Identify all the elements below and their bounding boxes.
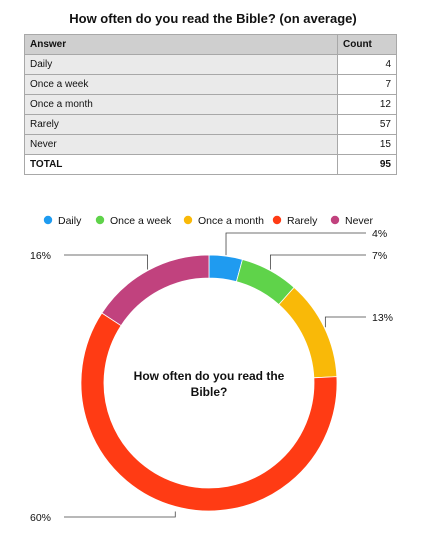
count-cell: 4	[337, 54, 397, 75]
donut-slices	[80, 254, 338, 512]
table-total-row: TOTAL 95	[24, 154, 397, 175]
legend-swatch-daily	[43, 215, 53, 225]
legend-swatch-never	[330, 215, 340, 225]
count-cell: 7	[337, 74, 397, 95]
slice-once-a-month	[278, 286, 338, 379]
total-count-cell: 95	[337, 154, 397, 175]
slice-rarely	[80, 312, 338, 512]
percent-label-once-a-month: 13%	[372, 312, 393, 324]
percent-label-never: 16%	[30, 250, 51, 262]
chart-legend: Daily Once a week Once a month Rarely Never	[43, 215, 374, 227]
legend-swatch-rarely	[272, 215, 282, 225]
table-row: Daily 4	[24, 54, 397, 75]
legend-swatch-once-a-month	[183, 215, 193, 225]
answer-count-table: Answer Count Daily 4 Once a week 7 Once …	[24, 34, 397, 175]
answer-column-header: Answer	[24, 34, 338, 55]
legend-label-never: Never	[345, 215, 374, 227]
slice-never	[101, 254, 210, 327]
total-label-cell: TOTAL	[24, 154, 338, 175]
center-title-line-2: Bible?	[191, 385, 228, 399]
table-row: Rarely 57	[24, 114, 397, 135]
table-header-row: Answer Count	[24, 34, 397, 55]
percent-labels: 4% 7% 13% 60% 16%	[30, 228, 393, 524]
count-cell: 57	[337, 114, 397, 135]
leader-line-never	[64, 254, 149, 270]
table-row: Never 15	[24, 134, 397, 155]
legend-label-rarely: Rarely	[287, 215, 318, 227]
answer-cell: Never	[24, 134, 338, 155]
count-cell: 12	[337, 94, 397, 115]
leader-line-rarely	[64, 511, 176, 518]
answer-cell: Rarely	[24, 114, 338, 135]
answer-cell: Once a month	[24, 94, 338, 115]
percent-label-daily: 4%	[372, 228, 387, 240]
table-row: Once a month 12	[24, 94, 397, 115]
legend-label-once-a-month: Once a month	[198, 215, 264, 227]
count-column-header: Count	[337, 34, 397, 55]
table-title: How often do you read the Bible? (on ave…	[69, 11, 357, 26]
leader-line-daily	[225, 232, 366, 256]
center-title-line-1: How often do you read the	[134, 369, 285, 383]
leader-line-once-a-week	[269, 254, 366, 270]
table-row: Once a week 7	[24, 74, 397, 95]
legend-label-daily: Daily	[58, 215, 82, 227]
count-cell: 15	[337, 134, 397, 155]
answer-cell: Daily	[24, 54, 338, 75]
leader-line-once-a-month	[324, 316, 366, 328]
percent-label-rarely: 60%	[30, 512, 51, 524]
leader-lines	[64, 232, 366, 518]
legend-label-once-a-week: Once a week	[110, 215, 172, 227]
legend-swatch-once-a-week	[95, 215, 105, 225]
percent-label-once-a-week: 7%	[372, 250, 387, 262]
